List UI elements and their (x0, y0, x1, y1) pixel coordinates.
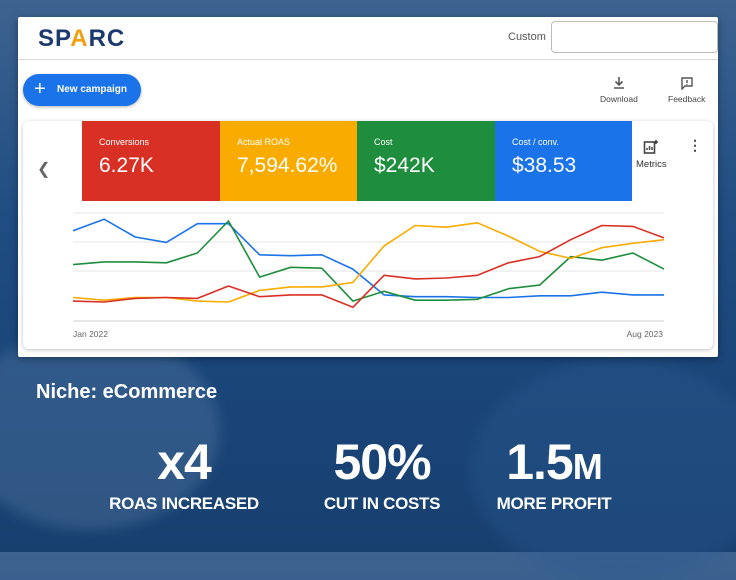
metric-tile[interactable]: Cost / conv. $38.53 (495, 121, 632, 201)
metric-value: $242K (374, 154, 435, 177)
download-button[interactable]: Download (600, 76, 638, 104)
metrics-label: Metrics (636, 159, 667, 170)
series-line (72, 218, 664, 299)
series-line (72, 224, 665, 309)
metric-tile[interactable]: Conversions 6.27K (82, 121, 220, 201)
feedback-icon (680, 77, 693, 90)
metric-title: Conversions (99, 137, 150, 147)
metric-value: 7,594.62% (237, 154, 338, 177)
feedback-button[interactable]: Feedback (668, 76, 705, 104)
stat-number: 50% (333, 434, 431, 490)
date-range-label: Custom (508, 31, 546, 43)
top-bar: SPARC Custom (18, 17, 718, 60)
metrics-button[interactable]: Metrics (636, 139, 667, 170)
performance-card: ❮ Conversions 6.27K Actual ROAS 7,594.62% Co… (23, 121, 713, 349)
stat-block: 1.5M MORE PROFIT (492, 434, 616, 513)
new-campaign-button[interactable]: + New campaign (23, 74, 141, 106)
feedback-label: Feedback (668, 94, 706, 104)
download-label: Download (600, 94, 638, 104)
sparc-logo: SPARC (38, 25, 125, 53)
niche-label: Niche: eCommerce (36, 381, 218, 403)
toolbar: + New campaign Download Feedback (18, 60, 718, 118)
logo-part: SP (38, 25, 71, 52)
line-chart: Jan 2022 Aug 2023 (72, 212, 665, 339)
more-options-icon[interactable]: ⋮ (688, 137, 702, 153)
metric-value: $38.53 (512, 154, 577, 177)
metric-value: 6.27K (99, 154, 154, 177)
metric-tile[interactable]: Cost $242K (357, 121, 495, 201)
background-blur (0, 330, 220, 530)
logo-part: RC (88, 25, 126, 52)
metric-title: Cost (374, 137, 393, 147)
metrics-icon (644, 140, 659, 154)
stat-value: 1.5M (492, 434, 616, 495)
chevron-left-icon[interactable]: ❮ (37, 161, 51, 178)
stat-caption: MORE PROFIT (496, 494, 612, 513)
series-line (72, 220, 665, 302)
stat-block: 50% CUT IN COSTS (320, 434, 444, 513)
stat-value: x4 (104, 434, 264, 495)
background-blur (470, 360, 736, 580)
metric-title: Cost / conv. (512, 137, 559, 147)
x-tick-label: Aug 2023 (627, 329, 664, 339)
x-tick-label: Jan 2022 (73, 329, 108, 339)
stat-suffix: M (572, 446, 603, 487)
stat-caption: ROAS INCREASED (109, 494, 259, 513)
new-campaign-label: New campaign (57, 84, 128, 95)
dashboard-screenshot: SPARC Custom + New campaign Download Fee… (18, 17, 718, 357)
metric-title: Actual ROAS (237, 137, 291, 147)
logo-accent: A (70, 25, 89, 52)
stat-block: x4 ROAS INCREASED (104, 434, 264, 513)
date-range-picker[interactable] (551, 21, 718, 53)
metric-tile[interactable]: Actual ROAS 7,594.62% (220, 121, 357, 201)
stat-number: 1.5 (506, 434, 574, 490)
plus-icon: + (34, 78, 46, 100)
download-icon (613, 77, 624, 89)
stat-value: 50% (320, 434, 444, 495)
stat-number: x4 (157, 434, 212, 490)
stat-caption: CUT IN COSTS (323, 494, 441, 513)
